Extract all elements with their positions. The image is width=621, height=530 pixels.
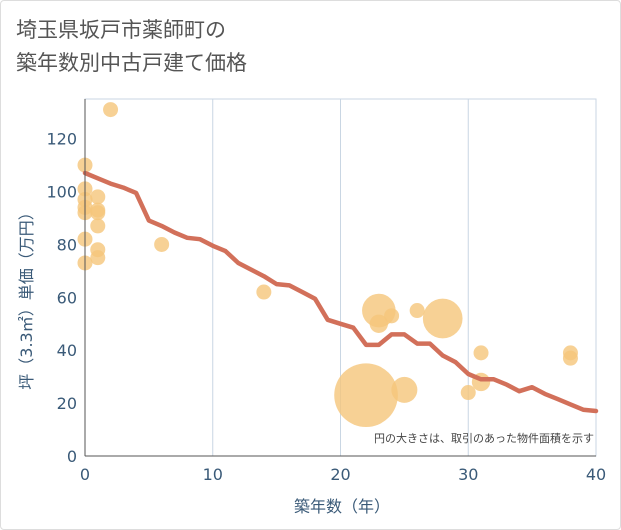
x-tick-label: 20: [330, 465, 350, 484]
data-bubble: [334, 363, 398, 427]
size-note: 円の大きさは、取引のあった物件面積を示す: [374, 431, 594, 445]
data-bubble: [90, 205, 106, 221]
data-bubble: [90, 218, 106, 234]
data-bubble: [103, 102, 119, 118]
x-tick-label: 40: [586, 465, 606, 484]
data-bubble: [391, 376, 418, 403]
data-bubble: [369, 314, 389, 333]
y-tick-label: 40: [57, 341, 77, 360]
data-bubble: [409, 303, 425, 319]
data-bubble: [460, 385, 476, 401]
y-tick-label: 60: [57, 288, 77, 307]
x-tick-label: 0: [80, 465, 90, 484]
y-axis-label: 坪（3.3㎡）単価（万円）: [17, 204, 36, 389]
data-bubble: [90, 189, 106, 205]
y-tick-label: 120: [46, 130, 77, 149]
y-tick-label: 0: [67, 447, 77, 466]
data-bubble: [256, 284, 272, 300]
trend-line: [82, 170, 599, 414]
data-bubble: [562, 350, 578, 366]
data-bubble: [473, 345, 489, 361]
data-bubble: [90, 250, 106, 266]
data-bubble: [154, 236, 170, 252]
y-tick-label: 80: [57, 235, 77, 254]
chart-title: 埼玉県坂戸市薬師町の 築年数別中古戸建て価格: [16, 18, 247, 75]
x-tick-label: 30: [458, 465, 478, 484]
y-tick-label: 20: [57, 394, 77, 413]
data-bubble: [384, 308, 400, 324]
x-tick-label: 10: [203, 465, 223, 484]
data-bubble: [422, 298, 463, 339]
y-tick-label: 100: [46, 183, 77, 202]
x-axis-label: 築年数（年）: [294, 497, 390, 516]
